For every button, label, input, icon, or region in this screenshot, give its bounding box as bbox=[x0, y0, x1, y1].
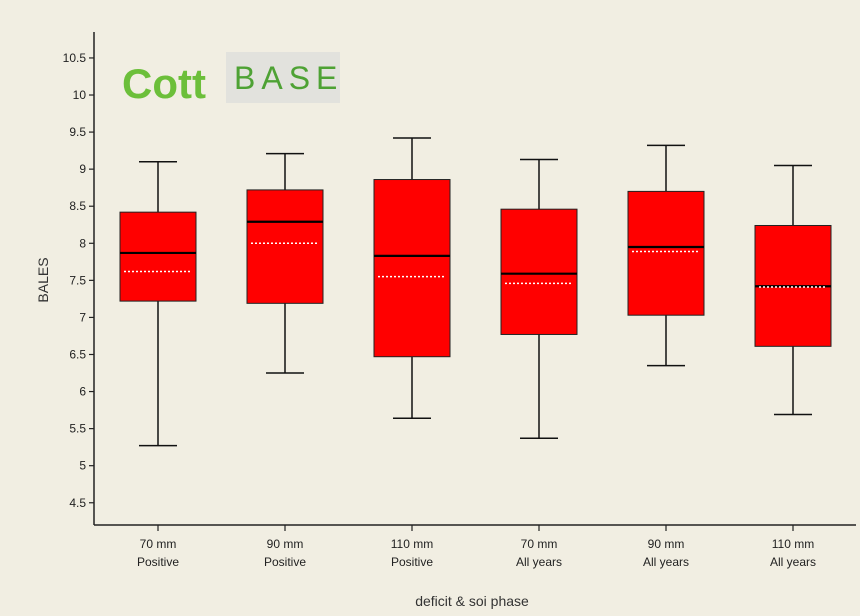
x-category-label-line2: All years bbox=[643, 555, 689, 569]
logo-base-background bbox=[226, 52, 340, 103]
x-axis-categories: 70 mm Positive 90 mm Positive 110 mm Positive… bbox=[137, 525, 816, 569]
interquartile-box bbox=[246, 189, 324, 304]
y-tick-label: 7 bbox=[79, 310, 86, 324]
x-category-label-line2: All years bbox=[770, 555, 816, 569]
interquartile-box bbox=[627, 190, 705, 316]
y-tick-label: 8.5 bbox=[69, 199, 86, 213]
y-tick-label: 5 bbox=[79, 459, 86, 473]
box-item bbox=[246, 152, 324, 374]
x-category-label-line1: 110 mm bbox=[772, 537, 814, 551]
cottbase-logo: Cott BASE bbox=[122, 52, 343, 107]
y-tick-label: 9 bbox=[79, 162, 86, 176]
y-tick-label: 6.5 bbox=[69, 347, 86, 361]
y-axis-ticks: 4.5 5 5.5 6 6.5 7 7.5 8 8.5 9 9.5 10 10.5 bbox=[63, 51, 94, 510]
logo-part-base: BASE bbox=[234, 60, 343, 96]
x-category-label-line2: Positive bbox=[264, 555, 306, 569]
y-tick-label: 8 bbox=[79, 236, 86, 250]
y-tick-label: 10 bbox=[73, 88, 87, 102]
y-tick-label: 5.5 bbox=[69, 422, 86, 436]
interquartile-box bbox=[373, 179, 451, 358]
x-category-label-line2: Positive bbox=[137, 555, 179, 569]
logo-part-cott: Cott bbox=[122, 60, 206, 107]
x-axis-title: deficit & soi phase bbox=[415, 593, 529, 609]
x-category-label-line1: 70 mm bbox=[140, 537, 177, 551]
box-item bbox=[627, 144, 705, 367]
y-tick-label: 7.5 bbox=[69, 273, 86, 287]
box-item bbox=[500, 158, 578, 440]
box-series bbox=[119, 137, 832, 447]
box-item bbox=[754, 164, 832, 416]
interquartile-box bbox=[500, 208, 578, 335]
y-tick-label: 4.5 bbox=[69, 496, 86, 510]
x-category-label-line2: All years bbox=[516, 555, 562, 569]
box-item bbox=[119, 160, 197, 447]
y-axis-title: BALES bbox=[35, 257, 51, 302]
x-category-label-line2: Positive bbox=[391, 555, 433, 569]
x-category-label-line1: 90 mm bbox=[648, 537, 685, 551]
interquartile-box bbox=[119, 211, 197, 302]
y-tick-label: 6 bbox=[79, 385, 86, 399]
x-category-label-line1: 90 mm bbox=[267, 537, 304, 551]
y-tick-label: 10.5 bbox=[63, 51, 87, 65]
x-category-label-line1: 110 mm bbox=[391, 537, 433, 551]
y-tick-label: 9.5 bbox=[69, 125, 86, 139]
box-item bbox=[373, 137, 451, 419]
x-category-label-line1: 70 mm bbox=[521, 537, 558, 551]
